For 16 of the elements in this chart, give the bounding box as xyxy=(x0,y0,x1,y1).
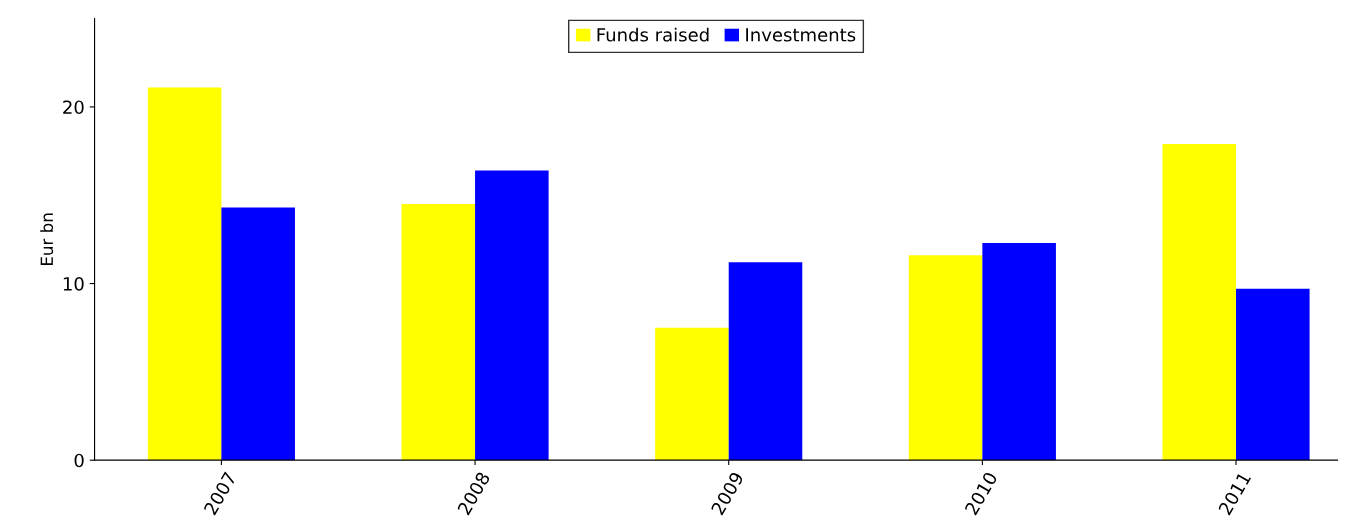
bar xyxy=(1236,288,1310,461)
bar xyxy=(908,255,983,461)
bar xyxy=(982,242,1056,461)
y-tick-label: 0 xyxy=(74,453,84,468)
bar xyxy=(401,204,476,461)
bar xyxy=(147,87,222,461)
legend-label: Investments xyxy=(746,28,856,42)
bar xyxy=(1162,144,1237,461)
y-tick-label: 20 xyxy=(63,100,84,115)
legend-label: Funds raised xyxy=(597,27,709,42)
bar xyxy=(221,207,295,461)
bar xyxy=(655,327,729,461)
y-tick-label: 10 xyxy=(63,277,84,291)
y-axis-title: Eur bn xyxy=(40,213,54,265)
bar xyxy=(728,262,803,461)
bar xyxy=(475,170,549,461)
